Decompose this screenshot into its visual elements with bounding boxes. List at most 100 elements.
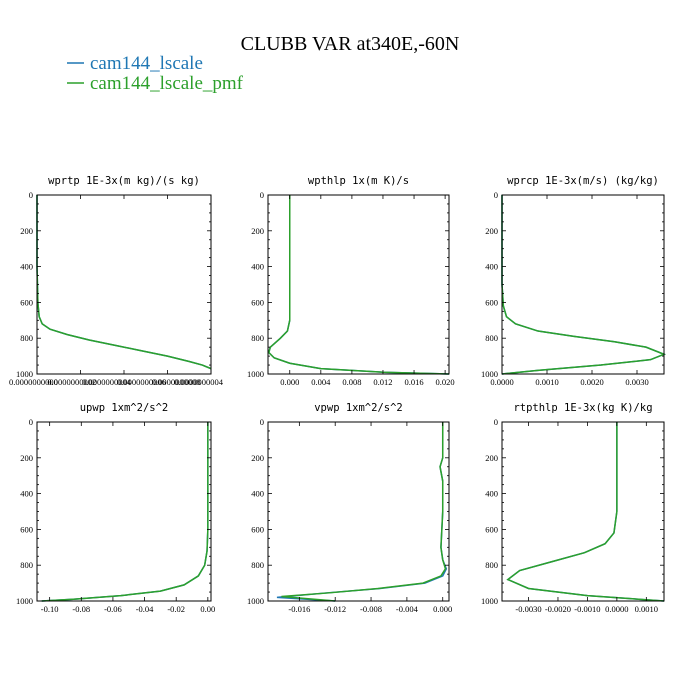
y-tick-label: 1000	[481, 369, 498, 379]
series-line-cam144-lscale-pmf	[506, 422, 665, 602]
series-line-cam144-lscale-pmf	[41, 422, 209, 602]
panel-title: vpwp 1xm^2/s^2	[314, 402, 403, 414]
y-tick-label: 800	[251, 333, 264, 343]
panel-title: upwp 1xm^2/s^2	[80, 402, 169, 414]
figure-title: CLUBB VAR at340E,-60N	[241, 33, 460, 55]
plot-frame	[267, 194, 450, 375]
y-tick-label: 600	[20, 297, 33, 307]
x-tick-label: -0.008	[360, 604, 382, 614]
panel-6: rtpthlp 1E-3x(kg K)/kg 0 200 400 600 800 1000 -…	[481, 402, 665, 614]
plot-frame	[501, 421, 665, 602]
panel-3: wprcp 1E-3x(m/s) (kg/kg) 0 200 400 600 800 100…	[481, 175, 667, 387]
panel-2: wpthlp 1x(m K)/s 0 200 400 600 800 1000 0.000 0.…	[247, 175, 455, 387]
x-tick-label: -0.012	[324, 604, 346, 614]
panels-container: wprtp 1E-3x(m kg)/(s kg) 0 200 400 600 800 100…	[9, 175, 667, 614]
y-tick-label: 1000	[481, 596, 498, 606]
y-tick-label: 0	[260, 417, 264, 427]
y-tick-label: 400	[20, 262, 33, 272]
y-tick-label: 0	[494, 417, 498, 427]
y-tick-label: 0	[29, 190, 33, 200]
y-tick-label: 600	[251, 524, 264, 534]
y-tick-label: 800	[20, 560, 33, 570]
y-tick-label: 200	[20, 226, 33, 236]
panel-title: wprtp 1E-3x(m kg)/(s kg)	[48, 175, 200, 187]
y-tick-label: 600	[485, 297, 498, 307]
y-tick-label: 800	[485, 333, 498, 343]
x-tick-label: 0.0020	[580, 377, 603, 387]
panel-1: wprtp 1E-3x(m kg)/(s kg) 0 200 400 600 800 100…	[9, 175, 224, 387]
x-tick-label: 0.0000000002	[47, 377, 96, 387]
x-tick-label: 0.0000000000	[9, 377, 58, 387]
y-tick-label: 0	[260, 190, 264, 200]
y-tick-label: 600	[251, 297, 264, 307]
x-tick-label: -0.06	[104, 604, 122, 614]
y-tick-label: 600	[485, 524, 498, 534]
series-line-cam144-lscale-pmf	[36, 195, 212, 370]
y-tick-label: 800	[251, 560, 264, 570]
panel-title: wpthlp 1x(m K)/s	[308, 175, 409, 187]
x-tick-label: 0.0000	[605, 604, 628, 614]
x-tick-label: -0.016	[288, 604, 310, 614]
x-tick-label: 0.012	[373, 377, 392, 387]
x-tick-label: -0.04	[136, 604, 154, 614]
y-tick-label: 400	[251, 262, 264, 272]
plot-frame	[267, 421, 450, 602]
legend-label-cam144-lscale: cam144_lscale	[90, 53, 203, 74]
y-tick-label: 400	[20, 489, 33, 499]
y-tick-label: 0	[29, 417, 33, 427]
series-line-cam144-lscale	[36, 195, 212, 370]
x-tick-label: 0.0000000008	[152, 377, 201, 387]
x-tick-label: 0.000	[280, 377, 299, 387]
x-tick-label: -0.0030	[515, 604, 541, 614]
y-tick-label: 200	[20, 453, 33, 463]
x-tick-label: -0.004	[396, 604, 419, 614]
x-tick-label: 0.0030	[625, 377, 648, 387]
x-tick-label: 0.00	[200, 604, 215, 614]
x-tick-label: -0.08	[72, 604, 90, 614]
y-tick-label: 1000	[16, 369, 33, 379]
panel-5: vpwp 1xm^2/s^2 0 200 400 600 800 1000 -0.016 -0.…	[247, 402, 452, 614]
x-tick-label: -0.0010	[574, 604, 600, 614]
y-tick-label: 200	[251, 453, 264, 463]
series-line-cam144-lscale-pmf	[281, 422, 447, 602]
y-tick-label: 600	[20, 524, 33, 534]
panel-4: upwp 1xm^2/s^2 0 200 400 600 800 1000 -0.10 -0.0…	[16, 402, 215, 614]
y-tick-label: 400	[251, 489, 264, 499]
x-tick-label: 0.020	[436, 377, 455, 387]
x-tick-label: 0.016	[404, 377, 423, 387]
x-tick-label: 0.004	[311, 377, 331, 387]
plot-frame	[501, 194, 665, 375]
y-tick-label: 0	[494, 190, 498, 200]
y-tick-label: 1000	[247, 596, 264, 606]
x-tick-label: 0.0000000006	[117, 377, 166, 387]
y-tick-label: 200	[485, 226, 498, 236]
x-tick-label: 0.0010	[535, 377, 558, 387]
legend: cam144_lscale cam144_lscale_pmf	[67, 53, 244, 94]
panel-title: wprcp 1E-3x(m/s) (kg/kg)	[507, 175, 659, 187]
x-tick-label: 0.008	[342, 377, 361, 387]
series-line-cam144-lscale	[276, 422, 448, 602]
legend-label-cam144-lscale-pmf: cam144_lscale_pmf	[90, 73, 244, 94]
y-tick-label: 200	[485, 453, 498, 463]
x-tick-label: 0.000	[433, 604, 452, 614]
panel-title: rtpthlp 1E-3x(kg K)/kg	[513, 402, 652, 414]
x-tick-label: 0.0000	[490, 377, 513, 387]
plot-frame	[36, 421, 212, 602]
y-tick-label: 400	[485, 262, 498, 272]
x-tick-label: -0.02	[167, 604, 185, 614]
y-tick-label: 1000	[16, 596, 33, 606]
x-tick-label: 0.0010	[635, 604, 658, 614]
y-tick-label: 800	[20, 333, 33, 343]
y-tick-label: 400	[485, 489, 498, 499]
x-tick-label: 0.0000000004	[82, 377, 132, 387]
y-tick-label: 800	[485, 560, 498, 570]
series-line-cam144-lscale	[501, 195, 667, 375]
y-tick-label: 200	[251, 226, 264, 236]
series-line-cam144-lscale-pmf	[267, 195, 450, 375]
series-line-cam144-lscale	[506, 422, 665, 602]
x-tick-label: -0.0020	[545, 604, 571, 614]
series-line-cam144-lscale-pmf	[501, 195, 667, 375]
series-line-cam144-lscale	[41, 422, 209, 602]
x-tick-label: -0.10	[41, 604, 59, 614]
